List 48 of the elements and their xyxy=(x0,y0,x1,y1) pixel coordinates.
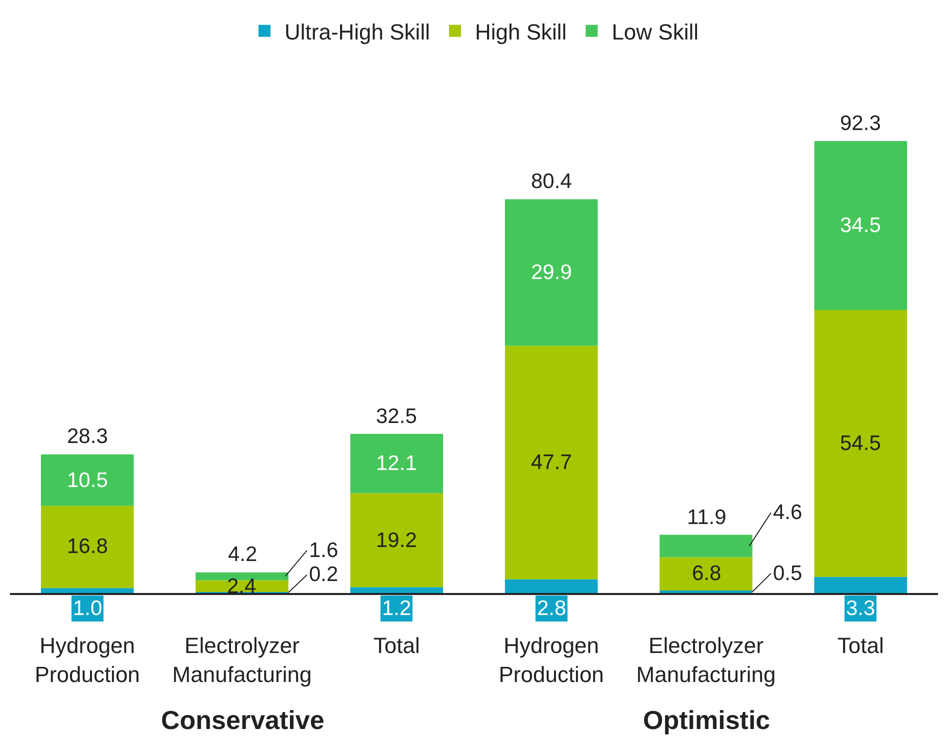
data-label: 10.5 xyxy=(67,469,108,492)
x-tick-label: Hydrogen Production xyxy=(34,633,140,687)
x-tick-label: Electrolyzer Manufacturing xyxy=(636,633,776,687)
data-label: 16.8 xyxy=(67,535,108,558)
bar xyxy=(504,346,598,580)
text: Optimistic xyxy=(643,705,770,735)
x-tick-label: Hydrogen Production xyxy=(498,633,604,687)
data-label: 1.6 xyxy=(309,539,338,562)
total-label: 4.2 xyxy=(228,543,258,566)
data-label: 3.3 xyxy=(846,597,876,620)
bar xyxy=(660,534,752,558)
bar xyxy=(40,588,134,593)
bar xyxy=(814,141,908,310)
total-label: 92.3 xyxy=(840,112,881,135)
legend-label: High Skill xyxy=(474,19,567,44)
bar xyxy=(350,434,444,494)
data-label: 12.1 xyxy=(376,452,417,475)
data-label: 34.5 xyxy=(840,214,881,237)
x-tick-label: Total xyxy=(373,633,420,658)
data-label: 0.5 xyxy=(773,562,802,585)
bar xyxy=(660,557,752,591)
total-label: 80.4 xyxy=(531,170,572,193)
data-label: 47.7 xyxy=(531,451,572,474)
data-label: 4.6 xyxy=(773,501,802,524)
total-label: 28.3 xyxy=(67,425,108,448)
total-label: 11.9 xyxy=(687,506,726,529)
bar xyxy=(40,454,134,506)
total-label: 32.5 xyxy=(376,405,417,428)
data-label: 6.8 xyxy=(692,562,722,585)
bar xyxy=(814,576,908,593)
data-label: 29.9 xyxy=(531,261,572,284)
data-label: 1.0 xyxy=(73,597,102,620)
bar xyxy=(504,199,598,346)
bar xyxy=(350,493,444,588)
bar xyxy=(40,506,134,588)
data-label: 54.5 xyxy=(840,432,881,455)
data-label: 1.2 xyxy=(382,597,412,620)
text: Conservative xyxy=(161,705,324,735)
legend-label: Ultra-High Skill xyxy=(284,19,430,44)
data-label: 19.2 xyxy=(376,529,417,552)
data-label: 0.2 xyxy=(309,563,338,586)
bar xyxy=(350,587,444,593)
data-label: 2.8 xyxy=(537,597,566,620)
bar xyxy=(814,310,908,577)
x-tick-label: Electrolyzer Manufacturing xyxy=(172,633,312,687)
bar xyxy=(504,579,598,593)
legend-label: Low Skill xyxy=(612,19,698,44)
x-tick-label: Total xyxy=(837,633,884,658)
